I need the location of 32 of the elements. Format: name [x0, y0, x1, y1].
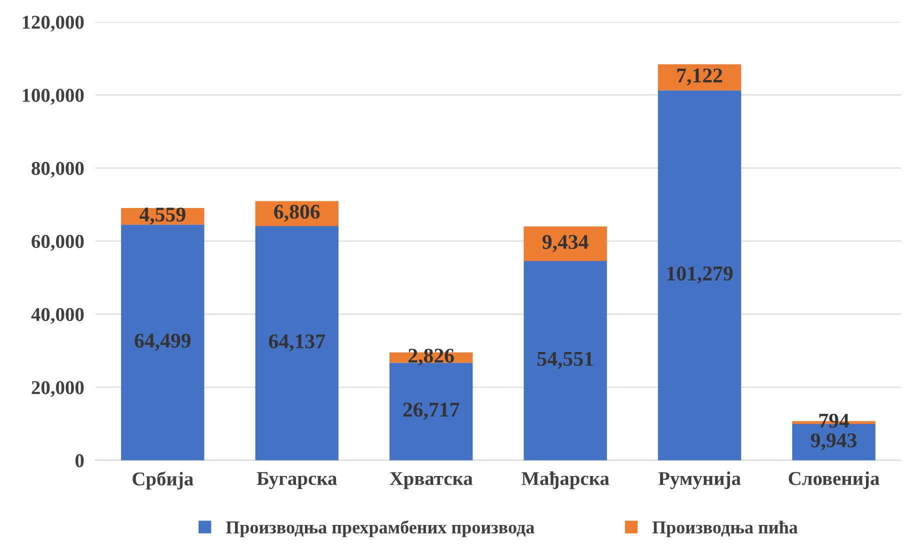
legend-label: Производња прехрамбених производа [226, 520, 534, 538]
data-label: 54,551 [538, 352, 593, 369]
y-tick-label: 20,000 [32, 381, 84, 398]
bar [658, 64, 742, 90]
x-tick-label: Румунија [658, 471, 741, 490]
data-label: 7,122 [677, 68, 722, 86]
legend-label: Производња пића [652, 520, 798, 538]
bar [524, 226, 607, 262]
data-label: 64,137 [268, 334, 326, 352]
data-label: 2,826 [408, 348, 454, 366]
data-label: 9,434 [542, 235, 588, 252]
x-tick-label: Мађарска [522, 471, 610, 490]
y-tick-label: 40,000 [31, 308, 84, 324]
data-label: 9,943 [810, 433, 857, 450]
bar [658, 90, 742, 460]
x-tick-label: Србија [132, 471, 194, 490]
data-label: 6,806 [274, 204, 320, 222]
bar [524, 261, 607, 460]
x-tick-label: Бугарска [256, 472, 337, 490]
x-tick-label: Словенија [788, 471, 880, 490]
bar [255, 226, 338, 460]
data-label: 26,717 [403, 402, 460, 420]
data-label: 101,279 [667, 266, 733, 284]
y-tick-label: 80,000 [32, 162, 84, 178]
x-tick-label: Хрватска [390, 472, 473, 490]
bar [121, 224, 204, 460]
data-label: 64,499 [134, 334, 191, 351]
y-tick-label: 100,000 [22, 88, 84, 105]
y-tick-label: 120,000 [22, 16, 84, 32]
y-tick-label: 0 [75, 454, 84, 468]
data-label: 4,559 [140, 208, 186, 225]
y-tick-label: 60,000 [32, 234, 84, 251]
